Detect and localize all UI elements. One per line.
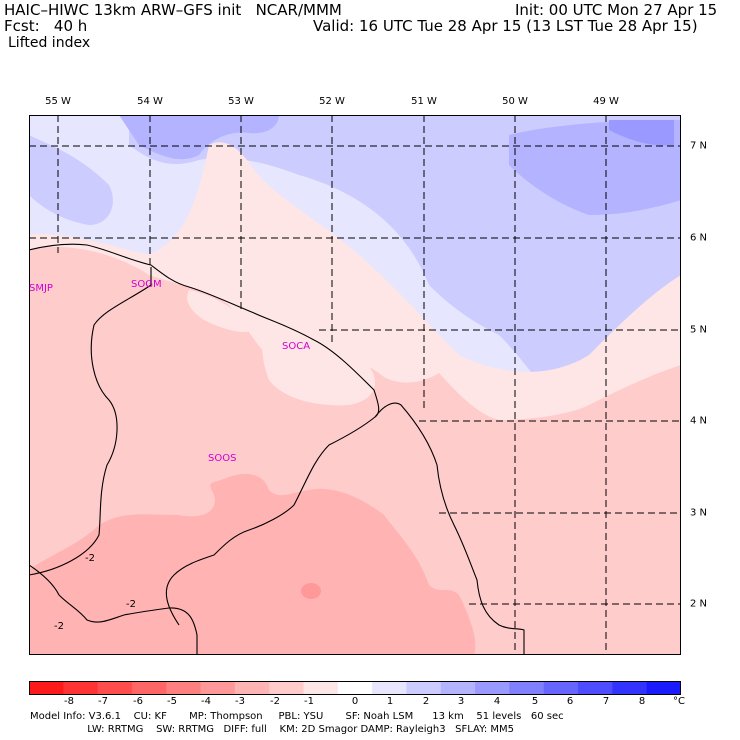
colorbar-unit: °C xyxy=(673,696,685,707)
colorbar-swatch xyxy=(200,681,236,695)
contour-label: -2 xyxy=(54,621,64,632)
colorbar xyxy=(29,681,681,695)
shade-1-to-2-west xyxy=(29,135,113,225)
shade-3-to-4 xyxy=(609,120,674,146)
colorbar-swatch xyxy=(646,681,681,695)
map-frame xyxy=(29,115,681,655)
colorbar-swatch xyxy=(234,681,270,695)
colorbar-swatch xyxy=(440,681,476,695)
colorbar-tick: 3 xyxy=(457,696,465,707)
contour-label: -2 xyxy=(85,553,95,564)
model-info-line1: Model Info: V3.6.1 CU: KF MP: Thompson P… xyxy=(30,711,564,722)
colorbar-swatch xyxy=(303,681,339,695)
border-south xyxy=(165,416,376,626)
colorbar-swatch xyxy=(269,681,305,695)
colorbar-swatch xyxy=(406,681,442,695)
colorbar-swatch xyxy=(131,681,167,695)
colorbar-swatch xyxy=(372,681,407,695)
lat-label: 2 N xyxy=(690,598,708,610)
colorbar-swatch xyxy=(97,681,133,695)
colorbar-tick: 7 xyxy=(602,696,610,707)
colorbar-swatch xyxy=(475,681,510,695)
colorbar-tick: 2 xyxy=(422,696,430,707)
border-southwest xyxy=(29,564,198,655)
colorbar-tick: 6 xyxy=(566,696,574,707)
colorbar-tick: -8 xyxy=(64,696,74,707)
station-label: SOOS xyxy=(208,453,237,464)
colorbar-tick: -6 xyxy=(133,696,143,707)
lon-label: 49 W xyxy=(593,96,619,107)
colorbar-swatch xyxy=(509,681,545,695)
lat-label: 6 N xyxy=(690,232,708,244)
shade-minus1-to-0-patch xyxy=(187,290,254,332)
lon-label: 54 W xyxy=(137,96,163,107)
station-label: SOCA xyxy=(282,341,311,352)
shade-2-to-3 xyxy=(509,120,681,215)
coastlines xyxy=(29,243,525,655)
colorbar-tick: 0 xyxy=(351,696,359,707)
colorbar-tick: -3 xyxy=(235,696,245,707)
contour-label: -2 xyxy=(126,599,136,610)
model-title: HAIC–HIWC 13km ARW–GFS init NCAR/MMM xyxy=(4,1,342,19)
colorbar-swatch xyxy=(578,681,613,695)
colorbar-swatch xyxy=(612,681,648,695)
colorbar-tick: -2 xyxy=(270,696,280,707)
shade-1-to-2 xyxy=(129,115,681,427)
station-label: SOGM xyxy=(131,279,162,290)
field-shading xyxy=(29,115,681,655)
colorbar-swatch xyxy=(29,681,64,695)
shade-minus4-to-minus3 xyxy=(301,583,321,599)
shade-minus3-to-minus2 xyxy=(29,473,476,655)
shade-minus1-to-0-coast xyxy=(262,315,376,406)
colorbar-tick: -4 xyxy=(201,696,211,707)
colorbar-tick: -7 xyxy=(98,696,108,707)
station-label: SMJP xyxy=(29,283,53,294)
model-info-line2: LW: RRTMG SW: RRTMG DIFF: full KM: 2D Sm… xyxy=(30,724,515,735)
lon-label: 50 W xyxy=(502,96,528,107)
colorbar-swatch xyxy=(166,681,202,695)
colorbar-tick: 5 xyxy=(531,696,539,707)
lat-label: 7 N xyxy=(690,140,708,152)
lifted-index-map xyxy=(29,115,681,655)
colorbar-tick: -5 xyxy=(167,696,177,707)
lat-label: 5 N xyxy=(690,324,708,336)
colorbar-tick: 8 xyxy=(638,696,646,707)
graticule xyxy=(29,115,681,655)
lon-label: 51 W xyxy=(411,96,437,107)
lon-label: 55 W xyxy=(45,96,71,107)
lat-label: 3 N xyxy=(690,507,708,519)
colorbar-tick: -1 xyxy=(304,696,314,707)
border-west xyxy=(29,284,152,576)
shade-2-to-3-nw xyxy=(119,115,279,160)
field-name: Lifted index xyxy=(8,35,91,51)
coastline-north xyxy=(29,243,380,418)
lat-label: 4 N xyxy=(690,415,708,427)
border-east xyxy=(374,402,525,655)
forecast-hour: Fcst: 40 h xyxy=(4,17,88,35)
colorbar-tick: 1 xyxy=(386,696,394,707)
colorbar-swatch xyxy=(63,681,99,695)
lon-label: 53 W xyxy=(228,96,254,107)
valid-time: Valid: 16 UTC Tue 28 Apr 15 (13 LST Tue … xyxy=(313,17,698,35)
colorbar-swatch xyxy=(543,681,579,695)
colorbar-frame xyxy=(29,681,681,695)
colorbar-swatch xyxy=(337,681,373,695)
init-time: Init: 00 UTC Mon 27 Apr 15 xyxy=(515,1,718,19)
colorbar-tick: 4 xyxy=(493,696,501,707)
lon-label: 52 W xyxy=(319,96,345,107)
